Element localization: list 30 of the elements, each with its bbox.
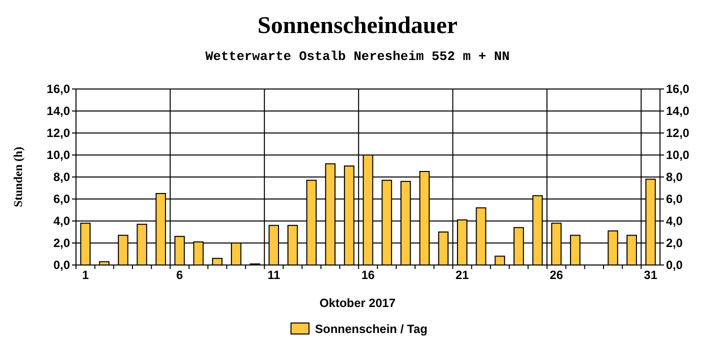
x-tick-label: 26 — [550, 268, 564, 282]
y2-tick-label: 0,0 — [666, 258, 684, 272]
y-tick-label: 14,0 — [46, 104, 70, 118]
y-axis-title: Stunden (h) — [11, 146, 25, 208]
chart-title: Sonnenscheindauer — [257, 13, 458, 39]
y-tick-label: 8,0 — [53, 170, 70, 184]
x-tick-label: 1 — [82, 268, 90, 282]
y-tick-label: 2,0 — [53, 236, 70, 250]
y2-tick-label: 4,0 — [666, 214, 684, 228]
y-tick-label: 0,0 — [53, 258, 70, 272]
chart-subtitle: Wetterwarte Ostalb Neresheim 552 m + NN — [205, 49, 510, 64]
y2-tick-label: 14,0 — [666, 104, 690, 118]
y2-tick-label: 2,0 — [666, 236, 684, 250]
x-tick-label: 16 — [361, 268, 375, 282]
y2-tick-label: 6,0 — [666, 192, 684, 206]
y2-tick-label: 10,0 — [666, 148, 690, 162]
y2-tick-label: 8,0 — [666, 170, 684, 184]
y-tick-label: 4,0 — [53, 214, 70, 228]
x-tick-label: 11 — [267, 268, 280, 282]
y2-tick-label: 16,0 — [666, 82, 690, 96]
y2-tick-label: 12,0 — [666, 126, 690, 140]
y-tick-label: 10,0 — [46, 148, 70, 162]
x-tick-label: 31 — [644, 268, 658, 282]
legend-label: Sonnenschein / Tag — [315, 322, 428, 336]
x-axis-title: Oktober 2017 — [319, 296, 396, 310]
x-tick-label: 6 — [176, 268, 184, 282]
x-tick-label: 21 — [456, 268, 470, 282]
y-tick-label: 16,0 — [46, 82, 70, 96]
y-tick-label: 6,0 — [53, 192, 70, 206]
y-tick-label: 12,0 — [46, 126, 70, 140]
